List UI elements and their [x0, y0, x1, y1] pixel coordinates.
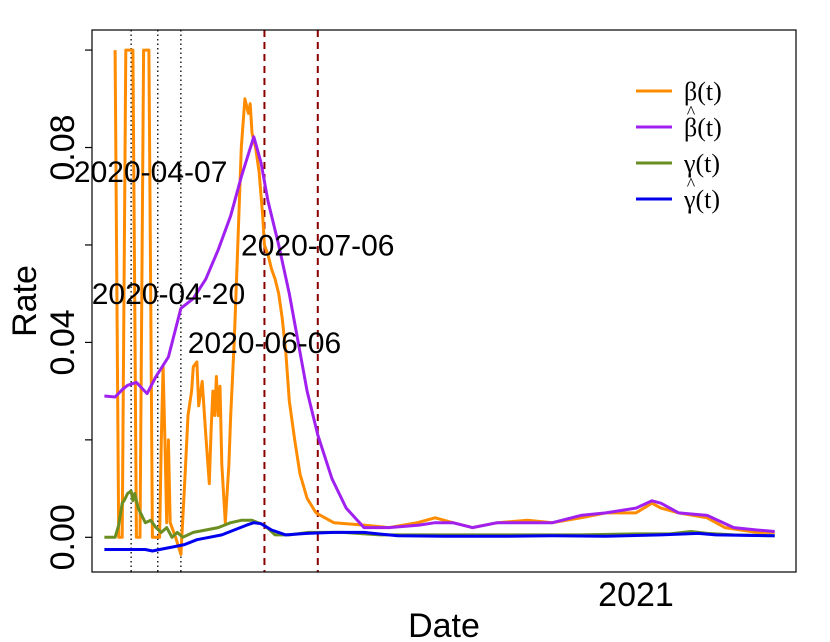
- x-tick-label-2021: 2021: [598, 576, 674, 614]
- y-tick-label-0: 0.00: [44, 504, 82, 570]
- annotation-2020-04-07: 2020-04-07: [74, 156, 227, 189]
- legend-label-1: β(t): [684, 77, 722, 106]
- legend: β(t)β(t)^γ(t)γ(t)^: [636, 77, 722, 214]
- series-line-3: [104, 489, 775, 539]
- y-tick-label-1: 0.04: [44, 309, 82, 375]
- legend-label-3: γ(t): [683, 149, 720, 178]
- reference-lines: [130, 30, 319, 572]
- legend-label-2: β(t): [684, 113, 722, 142]
- annotations: 2020-04-07 2020-04-20 2020-07-06 2020-06-06: [74, 156, 395, 360]
- y-tick-label-2: 0.08: [44, 114, 82, 180]
- axes: 0.00 0.04 0.08 2021: [44, 49, 674, 614]
- series-line-4: [104, 521, 775, 553]
- annotation-2020-04-20: 2020-04-20: [92, 278, 245, 311]
- legend-hat-2: ^: [687, 102, 696, 122]
- annotation-2020-06-06: 2020-06-06: [188, 327, 341, 360]
- x-axis-label: Date: [408, 607, 480, 642]
- series-lines: [104, 48, 775, 556]
- legend-label-4: γ(t): [683, 185, 720, 214]
- plot-frame: [91, 29, 797, 573]
- series-line-2: [104, 135, 775, 533]
- y-axis-label: Rate: [6, 265, 44, 337]
- annotation-2020-07-06: 2020-07-06: [241, 229, 394, 262]
- legend-hat-4: ^: [687, 174, 696, 194]
